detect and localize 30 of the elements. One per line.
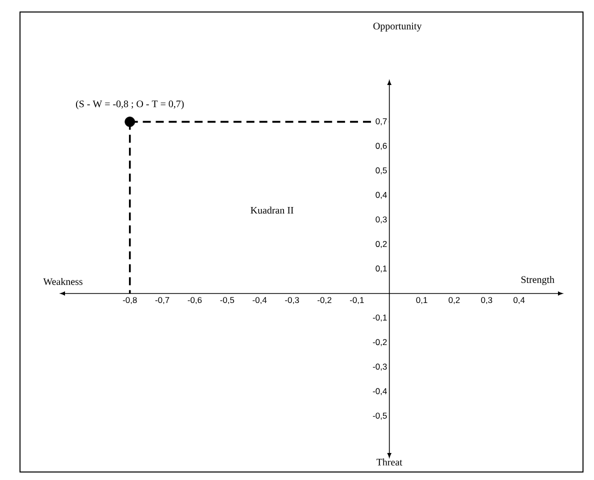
x-tick-label: -0,3 xyxy=(285,297,299,304)
y-tick-label: -0,1 xyxy=(372,314,387,322)
y-tick-label: -0,5 xyxy=(372,412,387,420)
y-tick-label: 0,2 xyxy=(376,240,387,248)
y-tick-label: 0,7 xyxy=(376,118,387,126)
y-tick-label: 0,3 xyxy=(376,216,387,224)
y-tick-label: 0,4 xyxy=(376,192,387,199)
y-tick-label: 0,1 xyxy=(376,266,387,272)
x-tick-label: -0,7 xyxy=(155,297,170,304)
y-tick-label: 0,5 xyxy=(376,167,387,174)
annotation: Kuadran II xyxy=(250,206,294,214)
x-tick-label: -0,8 xyxy=(122,297,137,304)
y-tick-label: -0,2 xyxy=(372,339,387,346)
text: Opportunity xyxy=(373,22,422,32)
x-tick-label: -0,1 xyxy=(350,297,364,304)
x-tick-label: -0,5 xyxy=(220,297,234,304)
y-tick-label: -0,3 xyxy=(372,364,387,371)
y-tick-label: 0,6 xyxy=(376,142,387,150)
x-tick-label: 0,2 xyxy=(448,297,460,304)
x-tick-label: 0,1 xyxy=(416,297,428,304)
x-axis-title: Strength xyxy=(521,276,554,286)
x-tick-label: -0,2 xyxy=(318,297,332,304)
x-tick-label: -0,6 xyxy=(188,297,202,304)
y-tick-label: -0,4 xyxy=(372,388,387,396)
annotation: Weakness xyxy=(43,278,82,286)
x-tick-label: 0,4 xyxy=(514,297,525,304)
text: Threat xyxy=(376,458,402,466)
x-tick-label: 0,3 xyxy=(481,297,492,304)
annotation: (S - W = -0,8 ; O - T = 0,7) xyxy=(76,100,184,110)
x-tick-label: -0,4 xyxy=(252,297,267,304)
